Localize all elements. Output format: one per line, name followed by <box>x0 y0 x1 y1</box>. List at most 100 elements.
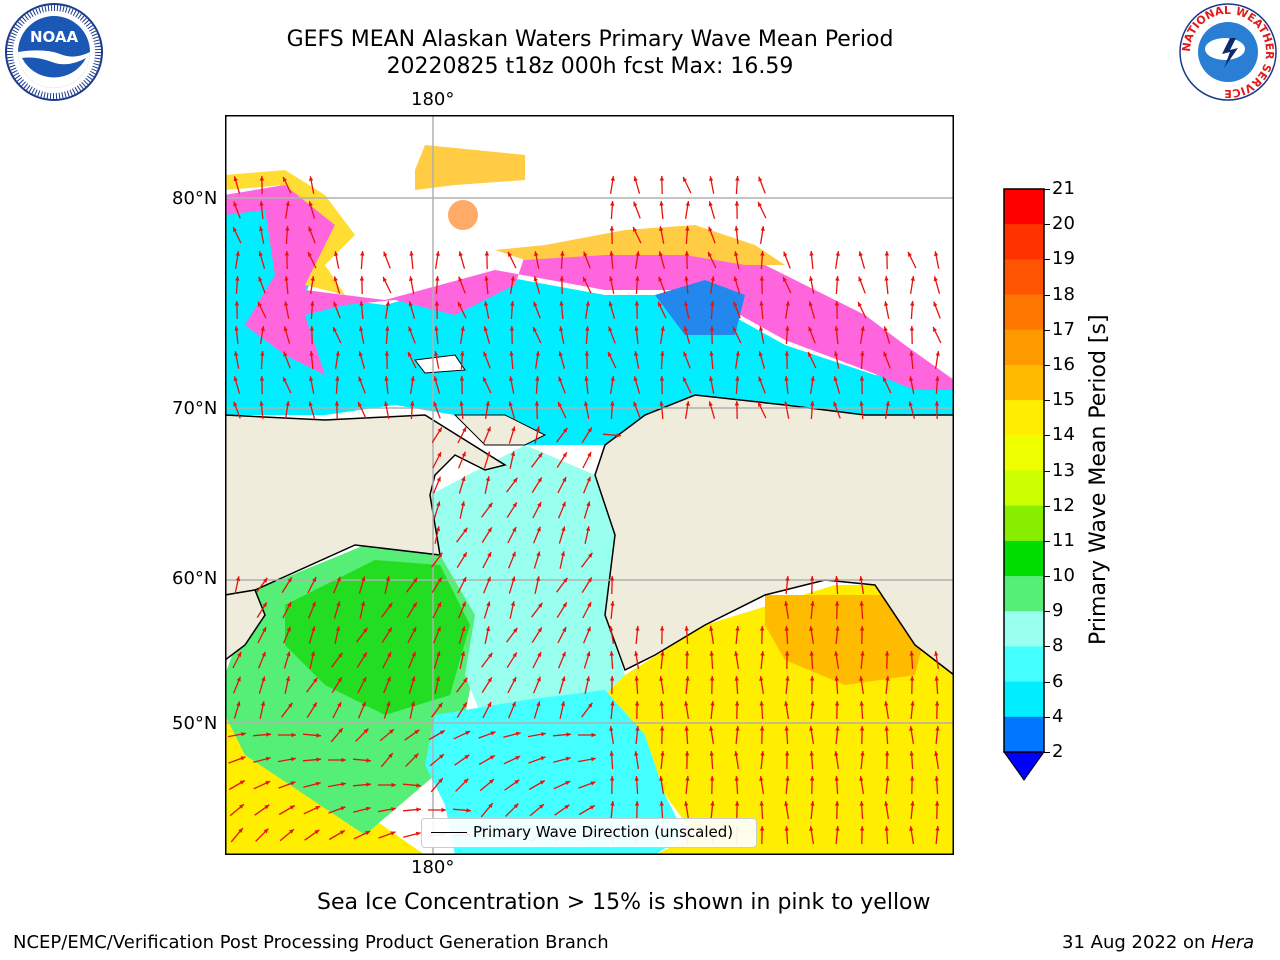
colorbar-tick-mark <box>1044 505 1050 507</box>
wave-arrow-head <box>387 627 392 633</box>
wave-arrow-head <box>785 326 790 331</box>
wave-arrow-head <box>709 751 714 756</box>
wave-arrow-head <box>466 808 471 813</box>
colorbar-tick-label: 13 <box>1052 459 1075 481</box>
bering-light-cyan <box>430 445 625 725</box>
wave-arrow-head <box>587 577 592 583</box>
wave-arrow-head <box>360 601 366 607</box>
wave-arrow-head <box>564 804 570 810</box>
wave-arrow-head <box>511 576 516 582</box>
wave-arrow-head <box>784 351 790 356</box>
wave-arrow-head <box>310 301 315 306</box>
wave-arrow-head <box>258 251 263 257</box>
wave-arrow-head <box>634 651 639 656</box>
wave-arrow-head <box>413 577 418 583</box>
wave-arrow-head <box>538 452 543 458</box>
wave-arrow-head <box>634 701 640 706</box>
wave-arrow-head <box>859 401 864 406</box>
colorbar-band <box>1004 435 1044 471</box>
footer-machine: Hera <box>1211 932 1255 953</box>
colorbar-tick-mark <box>1044 400 1050 402</box>
wave-arrow-head <box>884 251 890 256</box>
wave-arrow-head <box>734 676 739 681</box>
wave-arrow-head <box>759 301 764 306</box>
wave-arrow-head <box>933 301 938 307</box>
colorbar-tick-mark <box>1044 576 1050 578</box>
wave-arrow-head <box>410 376 415 381</box>
wave-arrow-head <box>759 626 765 631</box>
wave-arrow-head <box>386 676 391 682</box>
wave-arrow-head <box>659 676 664 681</box>
wave-arrow-head <box>634 801 640 806</box>
wave-arrow-head <box>536 551 541 557</box>
wave-arrow-head <box>684 751 690 756</box>
pacific-yellow-region <box>225 585 954 855</box>
colorbar-tick-mark <box>1044 189 1050 190</box>
wave-arrow-head <box>533 276 538 282</box>
lon-label-bottom: 180° <box>411 857 455 878</box>
wave-arrow-head <box>361 701 366 707</box>
wave-arrow-head <box>683 326 688 332</box>
wave-arrow-head <box>684 251 690 256</box>
wave-arrow-head <box>859 626 865 631</box>
wave-arrow-head <box>490 731 496 736</box>
wave-arrow-head <box>884 726 889 731</box>
wave-arrow-head <box>708 401 713 407</box>
wave-arrow-head <box>434 301 440 306</box>
wave-arrow-head <box>759 326 764 331</box>
wave-arrow-head <box>515 731 521 736</box>
wave-arrow-head <box>264 804 270 810</box>
wave-arrow-head <box>808 326 813 332</box>
colorbar-tick-mark <box>1044 259 1050 261</box>
colorbar-tick-label: 10 <box>1052 565 1075 587</box>
wave-arrow-head <box>635 726 640 731</box>
wave-arrow-head <box>685 401 690 406</box>
colorbar-tick-label: 17 <box>1052 318 1075 340</box>
wave-arrow-head <box>658 301 662 307</box>
gulf-orange-region <box>765 595 925 685</box>
wave-arrow-head <box>533 326 537 332</box>
wave-arrow-head <box>263 828 269 834</box>
wave-arrow-head <box>610 176 615 181</box>
wave-arrow-head <box>283 326 288 332</box>
wave-arrow-head <box>885 676 890 681</box>
wave-arrow-head <box>510 276 515 281</box>
colorbar-band <box>1004 646 1044 683</box>
wave-arrow-head <box>337 677 342 683</box>
colorbar-band <box>1004 259 1044 296</box>
wave-arrow-head <box>634 776 639 781</box>
wave-arrow-head <box>683 376 687 382</box>
wave-arrow-head <box>934 251 939 256</box>
wave-arrow-head <box>933 326 937 332</box>
wave-arrow-head <box>238 828 243 833</box>
wave-arrow-head <box>759 826 765 831</box>
colorbar-band <box>1004 189 1044 225</box>
wave-arrow-head <box>316 757 321 762</box>
wave-arrow-head <box>413 753 419 759</box>
wave-arrow-head <box>435 276 440 281</box>
wave-arrow-head <box>659 776 664 781</box>
wave-arrow-head <box>488 652 493 658</box>
wave-arrow-head <box>240 756 246 761</box>
colorbar-band <box>1004 681 1044 718</box>
wave-arrow-head <box>785 676 790 681</box>
wave-arrow-head <box>435 251 440 256</box>
wave-arrow-head <box>835 726 840 731</box>
wave-arrow-head <box>659 801 664 806</box>
wave-arrow-head <box>437 427 442 433</box>
wave-arrow-head <box>534 401 540 406</box>
wave-arrow-head <box>561 676 566 682</box>
footer-credit: NCEP/EMC/Verification Post Processing Pr… <box>13 932 609 953</box>
wave-arrow-head <box>563 577 568 583</box>
wave-arrow-head <box>412 602 417 608</box>
wave-arrow-head <box>909 376 914 381</box>
wave-arrow-head <box>385 576 391 582</box>
wave-arrow-head <box>909 326 915 331</box>
wave-arrow-head <box>683 351 688 357</box>
wave-arrow-head <box>285 676 291 682</box>
wave-arrow-head <box>565 781 571 786</box>
wave-arrow-head <box>459 401 464 406</box>
wave-arrow-head <box>759 676 764 681</box>
wave-arrow-head <box>935 376 940 381</box>
wave-arrow-head <box>285 226 290 231</box>
